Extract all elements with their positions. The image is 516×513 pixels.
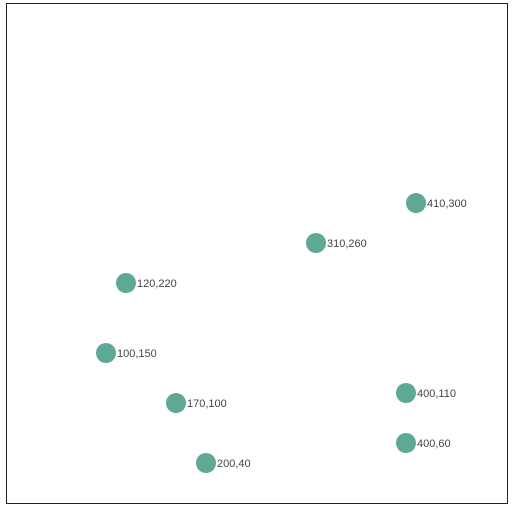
point-label: 120,220 <box>137 278 177 290</box>
scatter-point <box>96 343 116 363</box>
point-label: 100,150 <box>117 348 157 360</box>
point-label: 400,60 <box>417 438 451 450</box>
scatter-point <box>396 383 416 403</box>
scatter-point <box>116 273 136 293</box>
scatter-point <box>196 453 216 473</box>
point-label: 400,110 <box>417 388 456 400</box>
chart-frame <box>6 3 508 504</box>
point-label: 200,40 <box>217 458 251 470</box>
point-label: 310,260 <box>327 238 367 250</box>
scatter-point <box>396 433 416 453</box>
points-layer <box>96 193 426 473</box>
labels-layer: 410,300 310,260 120,220 100,150 400,110 170,1… <box>117 198 467 470</box>
scatter-point <box>166 393 186 413</box>
scatter-point <box>306 233 326 253</box>
scatter-point <box>406 193 426 213</box>
point-label: 170,100 <box>187 398 227 410</box>
point-label: 410,300 <box>427 198 467 210</box>
